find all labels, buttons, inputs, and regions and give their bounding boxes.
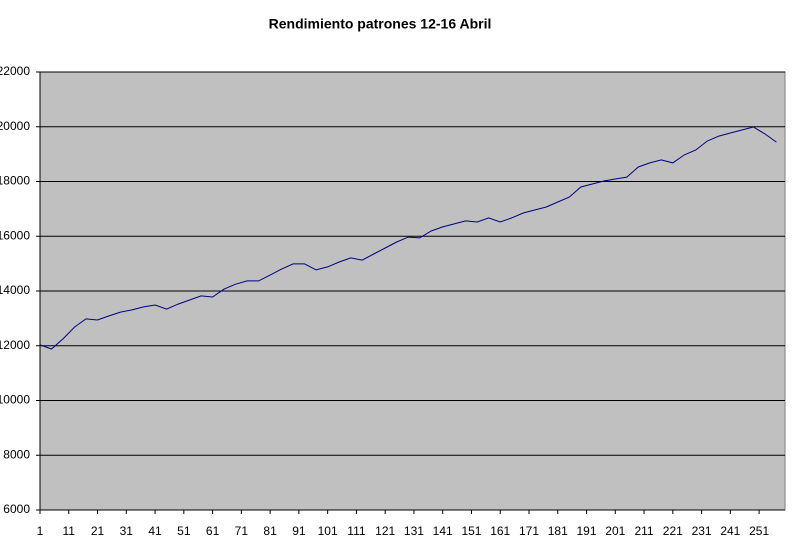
x-tick-label: 91	[292, 524, 306, 538]
y-tick-label: 14000	[0, 283, 30, 297]
x-tick-label: 231	[692, 524, 712, 538]
x-tick-label: 161	[490, 524, 510, 538]
x-tick-label: 171	[519, 524, 539, 538]
x-tick-label: 151	[461, 524, 481, 538]
x-tick-label: 221	[663, 524, 683, 538]
x-tick-label: 61	[206, 524, 220, 538]
x-tick-label: 101	[318, 524, 338, 538]
x-tick-label: 31	[120, 524, 134, 538]
y-tick-label: 6000	[3, 502, 30, 516]
x-tick-label: 121	[375, 524, 395, 538]
x-tick-label: 71	[235, 524, 249, 538]
x-tick-label: 251	[749, 524, 769, 538]
y-tick-label: 10000	[0, 393, 30, 407]
x-tick-label: 201	[605, 524, 625, 538]
y-tick-label: 20000	[0, 119, 30, 133]
x-tick-label: 81	[263, 524, 277, 538]
x-tick-label: 141	[433, 524, 453, 538]
y-tick-label: 8000	[3, 447, 30, 461]
x-tick-label: 211	[634, 524, 653, 538]
x-tick-label: 191	[577, 524, 597, 538]
x-tick-label: 241	[720, 524, 740, 538]
x-tick-label: 1	[37, 524, 44, 538]
x-tick-label: 51	[177, 524, 191, 538]
x-tick-label: 11	[63, 524, 76, 538]
x-tick-label: 21	[91, 524, 105, 538]
x-tick-label: 181	[548, 524, 568, 538]
x-tick-label: 111	[347, 524, 366, 538]
x-tick-label: 131	[404, 524, 424, 538]
data-line	[39, 126, 777, 350]
chart-title: Rendimiento patrones 12-16 Abril	[269, 16, 492, 32]
y-tick-label: 12000	[0, 338, 30, 352]
x-tick-label: 41	[148, 524, 162, 538]
y-tick-label: 18000	[0, 174, 30, 188]
y-tick-label: 16000	[0, 228, 30, 242]
y-tick-label: 22000	[0, 64, 30, 78]
